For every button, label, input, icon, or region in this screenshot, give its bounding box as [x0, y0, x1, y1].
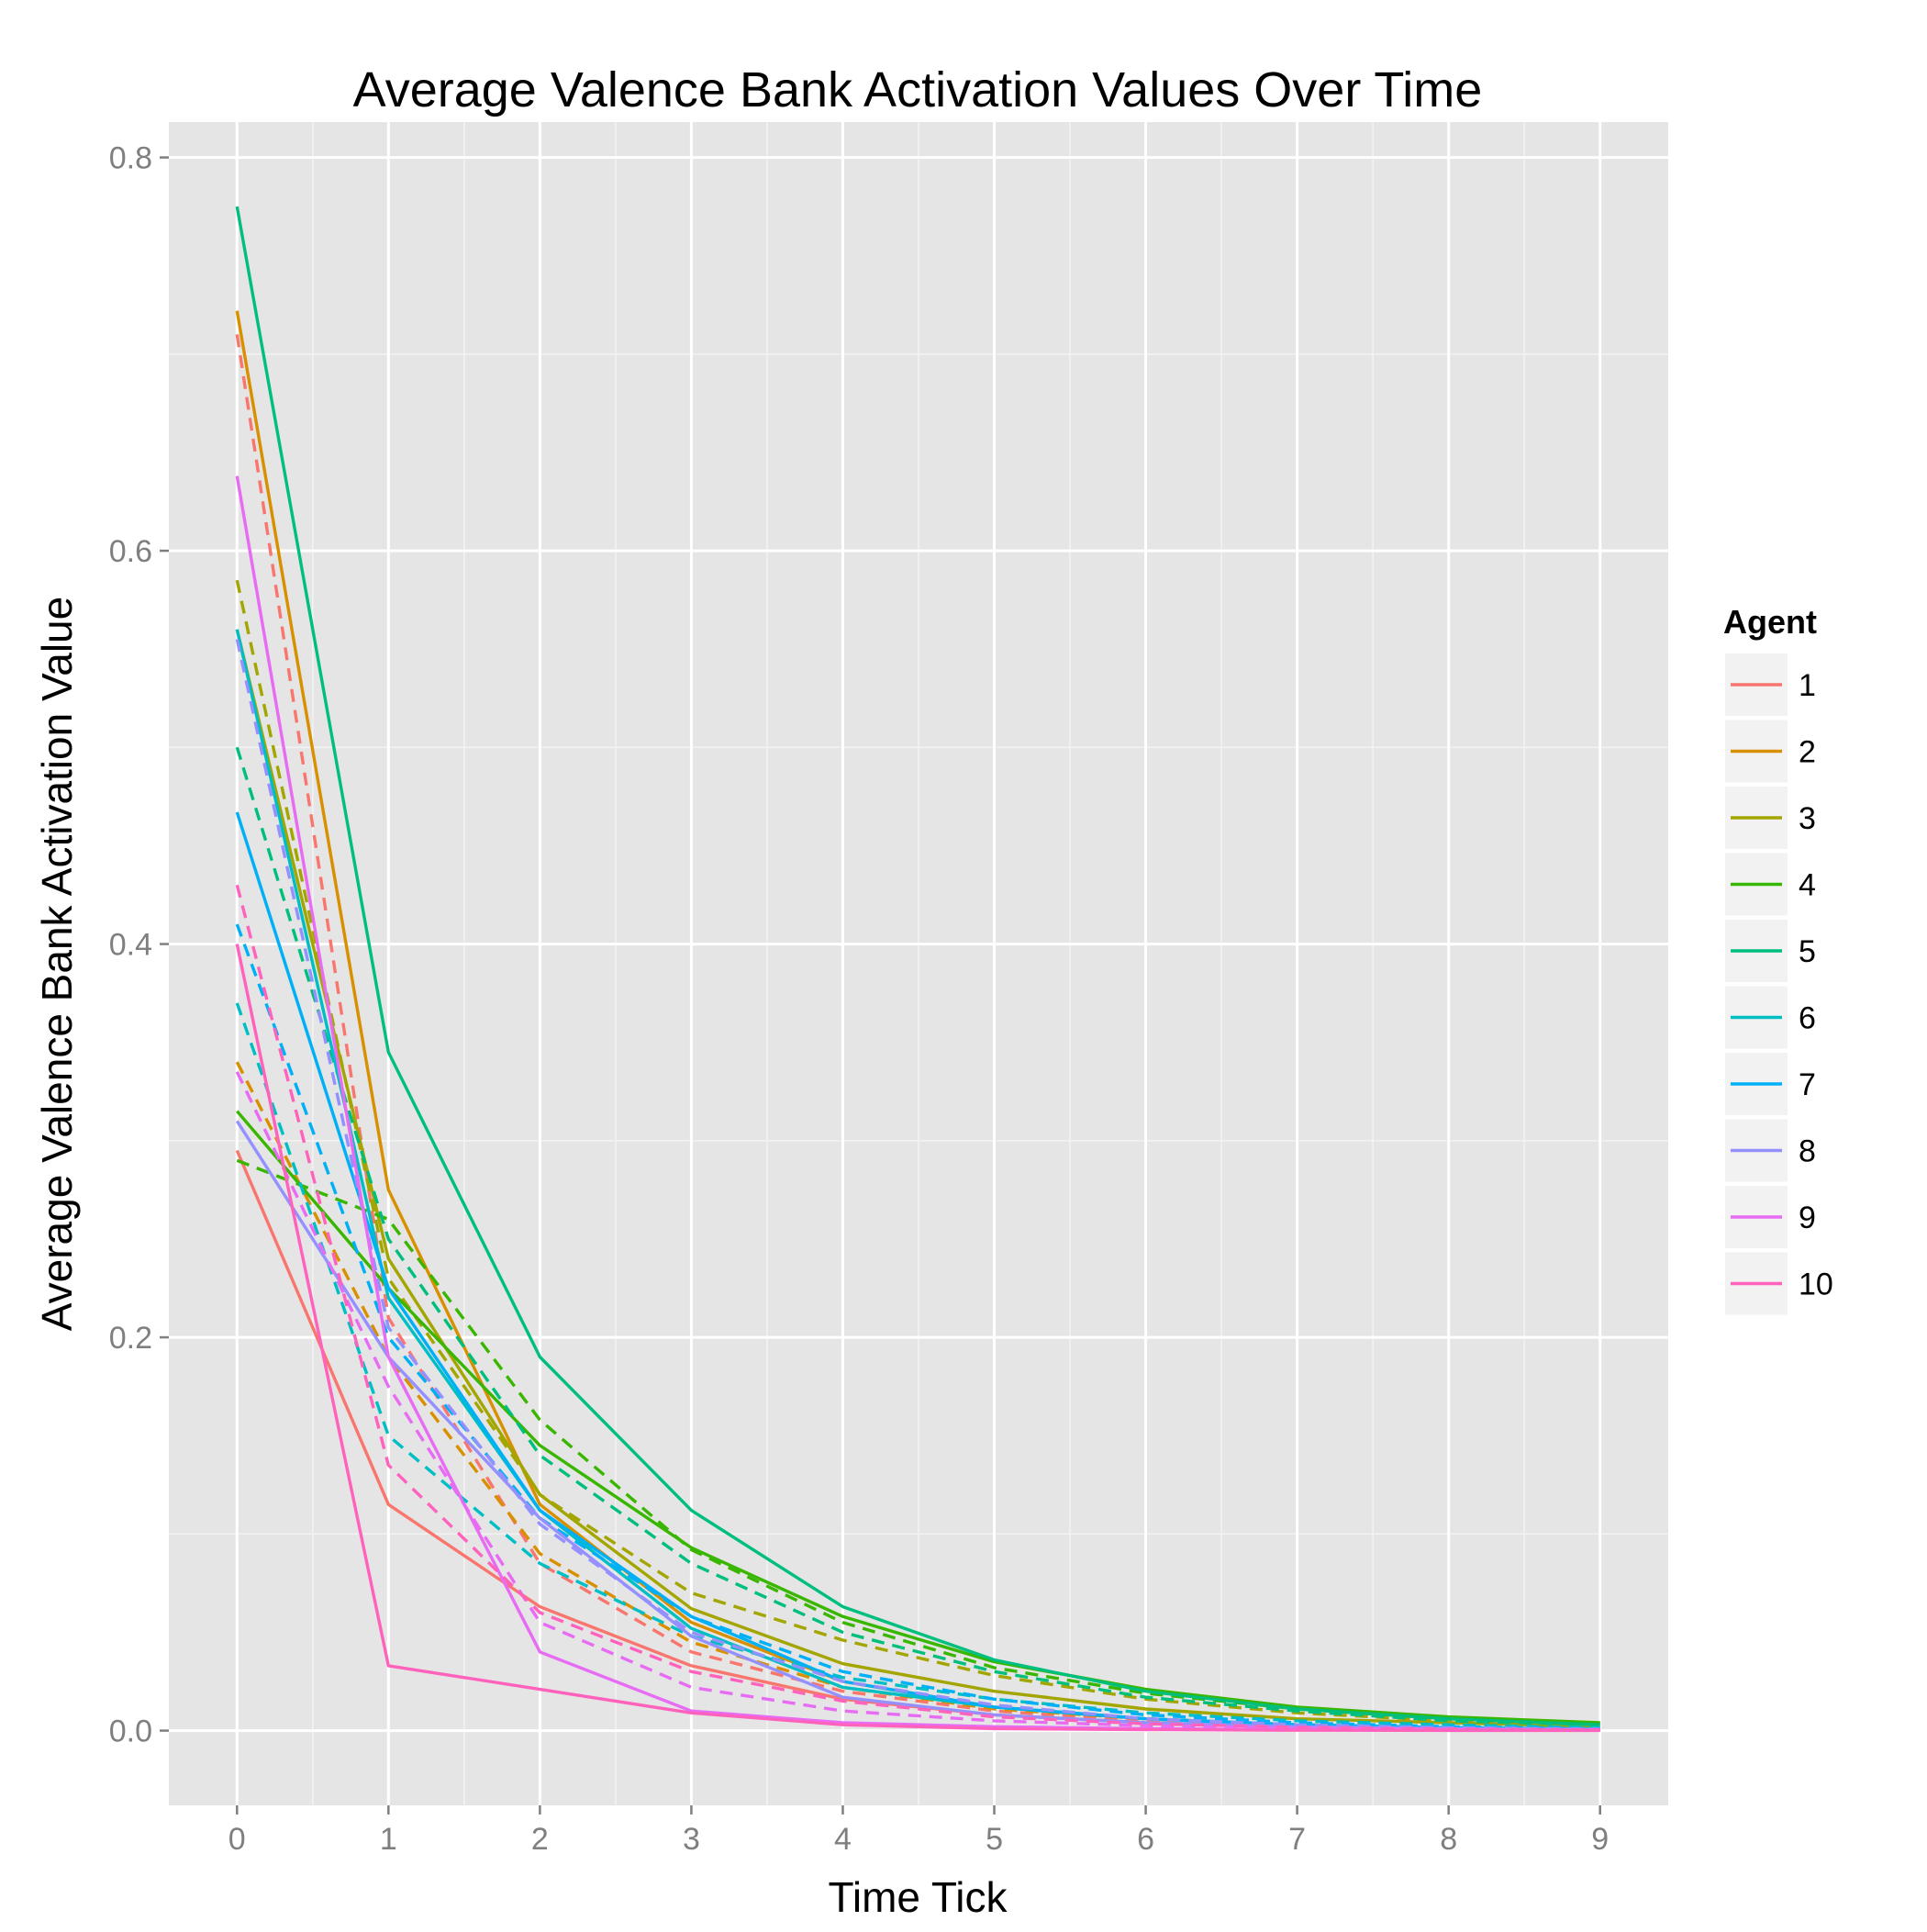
legend-label: 2 — [1799, 735, 1816, 770]
x-tick-label: 8 — [1440, 1822, 1457, 1857]
series-layer — [235, 206, 1600, 1733]
legend-item-agent-5: 5 — [1725, 920, 1816, 982]
series-line-agent-3 — [235, 629, 1600, 1728]
axes: 0 1 2 3 4 5 6 7 8 9 0.0 0.2 0.4 0.6 0.8 — [109, 141, 1609, 1857]
legend-items: 1 2 3 4 5 6 7 8 9 10 — [1725, 653, 1833, 1315]
x-tick-label: 1 — [380, 1822, 397, 1857]
legend-item-agent-7: 7 — [1725, 1053, 1816, 1115]
chart-title: Average Valence Bank Activation Values O… — [353, 62, 1483, 117]
series-line-agent-5 — [235, 206, 1600, 1726]
legend-label: 8 — [1799, 1134, 1816, 1169]
legend-item-agent-9: 9 — [1725, 1186, 1816, 1248]
legend-item-agent-10: 10 — [1725, 1252, 1833, 1315]
legend-label: 1 — [1799, 668, 1816, 703]
legend-item-agent-4: 4 — [1725, 853, 1816, 916]
legend-item-agent-3: 3 — [1725, 787, 1816, 849]
series-line-agent-3-dashed — [235, 579, 1600, 1727]
x-tick-label: 2 — [531, 1822, 549, 1857]
series-line-agent-5-dashed — [235, 746, 1600, 1726]
x-tick-label: 6 — [1137, 1822, 1154, 1857]
minor-gridlines — [169, 122, 1668, 1805]
x-tick-label: 4 — [834, 1822, 852, 1857]
legend-item-agent-1: 1 — [1725, 653, 1816, 716]
legend-label: 7 — [1799, 1067, 1816, 1102]
x-tick-label: 0 — [228, 1822, 246, 1857]
legend-label: 10 — [1799, 1268, 1833, 1302]
legend-item-agent-8: 8 — [1725, 1119, 1816, 1182]
legend-label: 3 — [1799, 801, 1816, 836]
series-line-agent-1-dashed — [235, 334, 1600, 1731]
x-axis-label: Time Tick — [828, 1873, 1008, 1921]
series-line-agent-4 — [236, 1110, 1600, 1725]
x-tick-label: 9 — [1591, 1822, 1609, 1857]
x-tick-label: 7 — [1288, 1822, 1306, 1857]
legend-item-agent-2: 2 — [1725, 720, 1816, 783]
legend-label: 9 — [1799, 1201, 1816, 1235]
legend-item-agent-6: 6 — [1725, 986, 1816, 1049]
x-tick-label: 5 — [986, 1822, 1003, 1857]
y-tick-label: 0.0 — [109, 1714, 152, 1749]
series-line-agent-10 — [235, 944, 1600, 1733]
series-line-agent-10-dashed — [235, 884, 1600, 1732]
y-axis-label: Average Valence Bank Activation Value — [33, 597, 81, 1331]
legend-label: 5 — [1799, 934, 1816, 969]
y-tick-label: 0.8 — [109, 141, 152, 176]
y-tick-label: 0.6 — [109, 534, 152, 569]
series-line-agent-6-dashed — [235, 1002, 1600, 1730]
x-tick-label: 3 — [683, 1822, 700, 1857]
series-line-agent-8-dashed — [235, 639, 1600, 1731]
legend-title: Agent — [1723, 603, 1817, 641]
legend-label: 6 — [1799, 1001, 1816, 1036]
legend-label: 4 — [1799, 868, 1816, 903]
y-tick-label: 0.4 — [109, 928, 152, 963]
y-tick-label: 0.2 — [109, 1321, 152, 1356]
legend: Agent 1 2 3 4 5 6 7 8 9 10 — [1723, 603, 1833, 1315]
